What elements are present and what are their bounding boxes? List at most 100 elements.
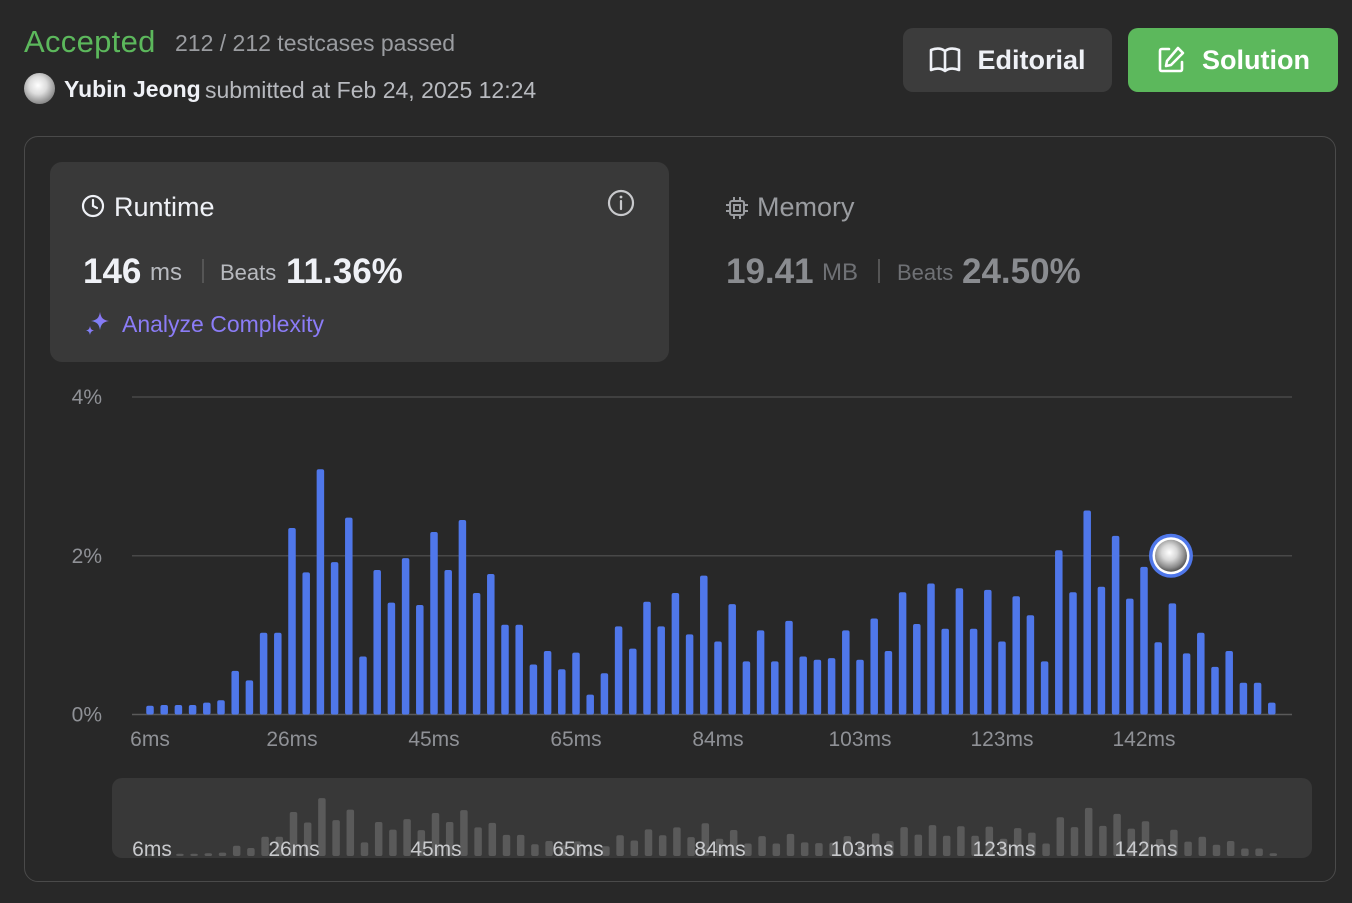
x-tick-label: 65ms — [550, 728, 601, 751]
chart-bar[interactable] — [529, 664, 538, 715]
chart-bar[interactable] — [458, 520, 467, 715]
chart-bar[interactable] — [1012, 596, 1020, 715]
chart-bar[interactable] — [614, 626, 623, 715]
chart-bar[interactable] — [1225, 651, 1233, 715]
chart-bar[interactable] — [188, 704, 197, 715]
chart-bar[interactable] — [1182, 653, 1191, 715]
chart-bar[interactable] — [231, 670, 239, 715]
chart-bar[interactable] — [387, 602, 396, 715]
edit-icon — [1158, 46, 1185, 73]
chart-bar[interactable] — [1197, 632, 1205, 715]
chart-bar[interactable] — [1111, 535, 1120, 715]
chart-bar[interactable] — [572, 652, 580, 715]
chart-bar[interactable] — [969, 628, 978, 715]
chart-bar[interactable] — [1040, 661, 1049, 715]
chart-bar[interactable] — [1239, 682, 1248, 715]
chart-bar[interactable] — [1168, 603, 1177, 715]
avatar[interactable] — [24, 73, 55, 104]
chart-bar[interactable] — [898, 592, 907, 715]
chart-bar[interactable] — [756, 630, 765, 715]
chart-bar[interactable] — [629, 648, 637, 715]
chart-bar[interactable] — [813, 659, 822, 715]
chart-bar[interactable] — [160, 704, 168, 715]
chart-bar[interactable] — [1140, 566, 1148, 715]
chart-bar[interactable] — [671, 593, 680, 715]
chart-bar[interactable] — [1211, 666, 1219, 715]
chart-bar[interactable] — [330, 562, 339, 715]
chart-bar[interactable] — [728, 604, 736, 715]
username-link[interactable]: Yubin Jeong — [64, 76, 201, 102]
chart-bar[interactable] — [203, 702, 211, 715]
cpu-icon — [726, 197, 748, 219]
chart-bar[interactable] — [856, 659, 864, 715]
chart-bar[interactable] — [1026, 615, 1035, 715]
chart-bar[interactable] — [586, 694, 594, 715]
mini-chart-bar — [531, 844, 539, 856]
mini-chart-bar — [1212, 844, 1221, 856]
chart-bar[interactable] — [373, 570, 381, 715]
mini-x-tick-label: 65ms — [552, 838, 603, 861]
chart-bar[interactable] — [543, 651, 552, 715]
chart-bar[interactable] — [146, 705, 154, 715]
chart-bar[interactable] — [217, 700, 225, 715]
memory-tab[interactable]: Memory — [757, 192, 855, 222]
chart-bar[interactable] — [785, 620, 793, 715]
chart-bar[interactable] — [870, 618, 878, 715]
info-icon[interactable] — [607, 189, 635, 217]
chart-bar[interactable] — [558, 669, 566, 715]
chart-bar[interactable] — [1097, 586, 1106, 715]
chart-bar[interactable] — [842, 630, 850, 715]
mini-chart-bar — [545, 841, 553, 856]
chart-bar[interactable] — [1154, 642, 1162, 715]
chart-bar[interactable] — [515, 624, 523, 715]
chart-bar[interactable] — [1055, 550, 1063, 715]
chart-bar[interactable] — [316, 469, 325, 715]
chart-bar[interactable] — [685, 634, 694, 715]
chart-bar[interactable] — [245, 680, 254, 715]
chart-bar[interactable] — [884, 651, 893, 715]
chart-bar[interactable] — [302, 572, 310, 715]
chart-bar[interactable] — [600, 673, 609, 715]
chart-bar[interactable] — [913, 624, 921, 715]
chart-bar[interactable] — [259, 632, 268, 715]
chart-bar[interactable] — [998, 641, 1006, 715]
chart-bar[interactable] — [1083, 510, 1091, 715]
chart-bar[interactable] — [174, 704, 183, 715]
runtime-card[interactable] — [50, 162, 669, 362]
chart-bar[interactable] — [487, 574, 495, 715]
range-slider-track[interactable] — [112, 778, 1312, 858]
chart-bar[interactable] — [742, 661, 751, 715]
editorial-button[interactable]: Editorial — [903, 28, 1112, 92]
chart-bar[interactable] — [657, 626, 665, 715]
chart-bar[interactable] — [359, 656, 367, 715]
chart-bar[interactable] — [501, 624, 509, 715]
chart-bar[interactable] — [1268, 702, 1276, 715]
chart-bar[interactable] — [714, 641, 722, 715]
chart-bar[interactable] — [1253, 682, 1262, 715]
chart-bar[interactable] — [1069, 592, 1077, 715]
chart-bar[interactable] — [941, 628, 949, 715]
chart-bar[interactable] — [444, 570, 452, 715]
chart-bar[interactable] — [771, 661, 779, 715]
chart-bar[interactable] — [401, 558, 410, 715]
chart-bar[interactable] — [472, 593, 481, 715]
chart-bar[interactable] — [430, 531, 438, 715]
mini-chart-bar — [303, 822, 312, 856]
chart-bar[interactable] — [1126, 598, 1134, 715]
chart-bar[interactable] — [927, 583, 935, 715]
chart-bar[interactable] — [345, 517, 353, 715]
chart-bar[interactable] — [288, 527, 296, 715]
chart-bar[interactable] — [643, 601, 651, 715]
chart-bar[interactable] — [274, 632, 282, 715]
chart-bar[interactable] — [955, 588, 964, 715]
chart-bar[interactable] — [416, 604, 424, 715]
chart-bar[interactable] — [700, 575, 708, 715]
analyze-complexity-link[interactable]: Analyze Complexity — [122, 311, 324, 337]
chart-bar[interactable] — [799, 656, 807, 715]
mini-chart-bar — [1170, 829, 1178, 856]
mini-chart-bar — [1113, 813, 1121, 856]
chart-bar[interactable] — [984, 589, 992, 715]
solution-button[interactable]: Solution — [1128, 28, 1338, 92]
chart-bar[interactable] — [827, 658, 836, 715]
